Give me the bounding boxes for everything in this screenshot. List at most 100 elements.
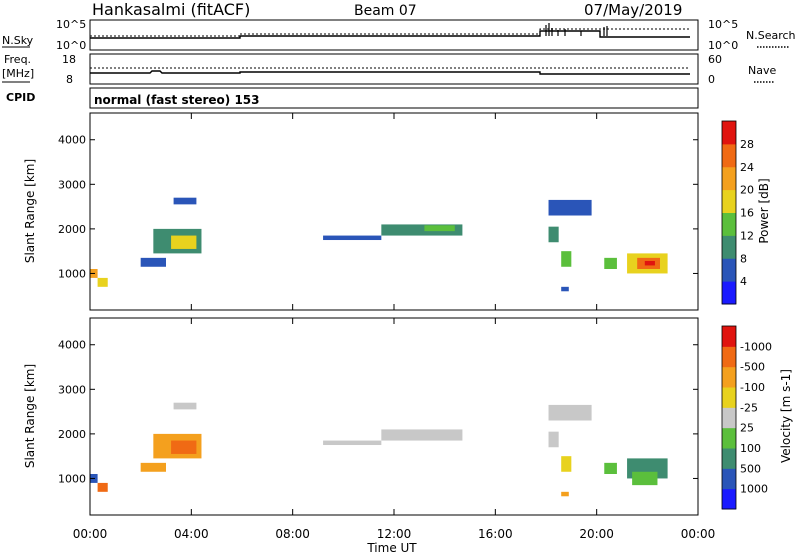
- power-colorbar: 4 8 12 16 20 24 28: [721, 120, 754, 305]
- colorbar-tick-label: -25: [740, 401, 758, 414]
- velocity-colorbar-label: Velocity [m s-1]: [779, 369, 793, 463]
- colorbar-tick-label: -1000: [740, 340, 772, 353]
- y-tick-label: 4000: [58, 339, 86, 352]
- colorbar-segment: [722, 346, 736, 368]
- power-panel: 1000 2000 3000 4000 Slant Range [km] 4 8 12 16…: [23, 112, 771, 311]
- cpid-panel: CPID normal (fast stereo) 153: [6, 87, 699, 109]
- velocity-colorbar: 1000 500 100 25 -25 -100 -500 -1000: [721, 325, 772, 510]
- data-cell: [424, 225, 455, 232]
- velocity-y-label: Slant Range [km]: [23, 364, 37, 468]
- freq-line: [90, 70, 690, 75]
- x-tick-label: 12:00: [377, 527, 412, 541]
- colorbar-tick-label: 12: [740, 229, 754, 242]
- colorbar-segment: [722, 121, 736, 145]
- cpid-label: CPID: [6, 91, 35, 104]
- colorbar-segment: [722, 427, 736, 449]
- data-cell: [632, 471, 658, 486]
- colorbar-tick-label: 1000: [740, 483, 768, 496]
- freq-left-top-tick: 18: [62, 53, 76, 66]
- freq-left-bottom-tick: 8: [66, 73, 73, 86]
- x-tick-label: 00:00: [681, 527, 716, 541]
- data-cell: [604, 257, 617, 269]
- colorbar-segment: [722, 143, 736, 168]
- frequency-panel: Freq. [MHz] 18 8 60 0 Nave: [2, 53, 776, 86]
- colorbar-segment: [722, 189, 736, 213]
- noise-left-label: N.Sky: [2, 34, 34, 47]
- data-cell: [561, 251, 572, 267]
- power-colorbar-label: Power [dB]: [757, 178, 771, 243]
- colorbar-segment: [722, 366, 736, 388]
- colorbar-tick-label: 28: [740, 138, 754, 151]
- y-tick-label: 1000: [58, 472, 86, 485]
- colorbar-segment: [722, 407, 736, 429]
- data-cell: [644, 260, 655, 266]
- data-cell: [561, 491, 569, 497]
- noise-spikes: [545, 23, 608, 36]
- colorbar-frame: [721, 120, 737, 305]
- data-cell: [548, 226, 559, 243]
- y-tick-label: 4000: [58, 134, 86, 147]
- data-cell: [548, 404, 592, 421]
- data-cell: [97, 277, 108, 287]
- time-x-ticks: 00:00 04:00 08:00 12:00 16:00 20:00 00:00: [73, 113, 716, 541]
- colorbar-tick-label: 25: [740, 422, 754, 435]
- noise-right-bottom-tick: 10^0: [708, 39, 738, 52]
- data-cell: [604, 462, 617, 474]
- colorbar-frame: [721, 325, 737, 510]
- x-tick-label: 08:00: [275, 527, 310, 541]
- noise-right-top-tick: 10^5: [708, 18, 738, 31]
- colorbar-segment: [722, 448, 736, 469]
- colorbar-tick-label: 24: [740, 161, 754, 174]
- y-tick-label: 3000: [58, 383, 86, 396]
- colorbar-segment: [722, 258, 736, 282]
- data-cell: [140, 257, 166, 267]
- y-tick-label: 1000: [58, 267, 86, 280]
- colorbar-segment: [722, 281, 736, 305]
- y-tick-label: 2000: [58, 223, 86, 236]
- colorbar-tick-label: 500: [740, 462, 761, 475]
- data-cell: [548, 431, 559, 448]
- velocity-y-ticks: 1000 2000 3000 4000: [58, 339, 698, 485]
- noise-left-top-tick: 10^5: [56, 18, 86, 31]
- y-tick-label: 3000: [58, 178, 86, 191]
- colorbar-tick-label: 8: [740, 252, 747, 265]
- colorbar-segment: [722, 488, 736, 510]
- station-title: Hankasalmi (fitACF): [92, 0, 250, 19]
- colorbar-tick-label: 100: [740, 442, 761, 455]
- x-tick-label: 20:00: [579, 527, 614, 541]
- colorbar-segment: [722, 326, 736, 347]
- colorbar-tick-label: -500: [740, 361, 765, 374]
- freq-right-bottom-tick: 0: [708, 73, 715, 86]
- velocity-data-cells: [90, 402, 668, 497]
- colorbar-tick-label: 16: [740, 207, 754, 220]
- y-tick-label: 2000: [58, 428, 86, 441]
- data-cell: [173, 402, 197, 410]
- data-cell: [381, 224, 463, 236]
- power-data-cells: [90, 197, 668, 292]
- data-cell: [561, 286, 569, 292]
- x-tick-label: 16:00: [478, 527, 513, 541]
- colorbar-segment: [722, 235, 736, 259]
- data-cell: [97, 482, 108, 492]
- time-axis-label: Time UT: [366, 541, 417, 554]
- nave-label: Nave: [748, 64, 776, 77]
- data-cell: [171, 235, 197, 249]
- data-cell: [323, 440, 382, 446]
- colorbar-tick-label: 20: [740, 184, 754, 197]
- data-cell: [173, 197, 197, 205]
- colorbar-segment: [722, 468, 736, 490]
- colorbar-segment: [722, 212, 736, 236]
- data-cell: [323, 235, 382, 241]
- data-cell: [140, 462, 166, 472]
- x-tick-label: 00:00: [73, 527, 108, 541]
- freq-right-top-tick: 60: [708, 53, 722, 66]
- data-cell: [171, 440, 197, 454]
- colorbar-tick-label: -100: [740, 381, 765, 394]
- noise-panel: N.Sky 10^5 10^0 10^5 10^0 N.Search: [2, 18, 796, 52]
- cpid-value: normal (fast stereo) 153: [94, 93, 260, 107]
- freq-unit-label: [MHz]: [2, 67, 34, 80]
- freq-label: Freq.: [4, 53, 31, 66]
- colorbar-segment: [722, 166, 736, 191]
- noise-right-label: N.Search: [746, 29, 796, 42]
